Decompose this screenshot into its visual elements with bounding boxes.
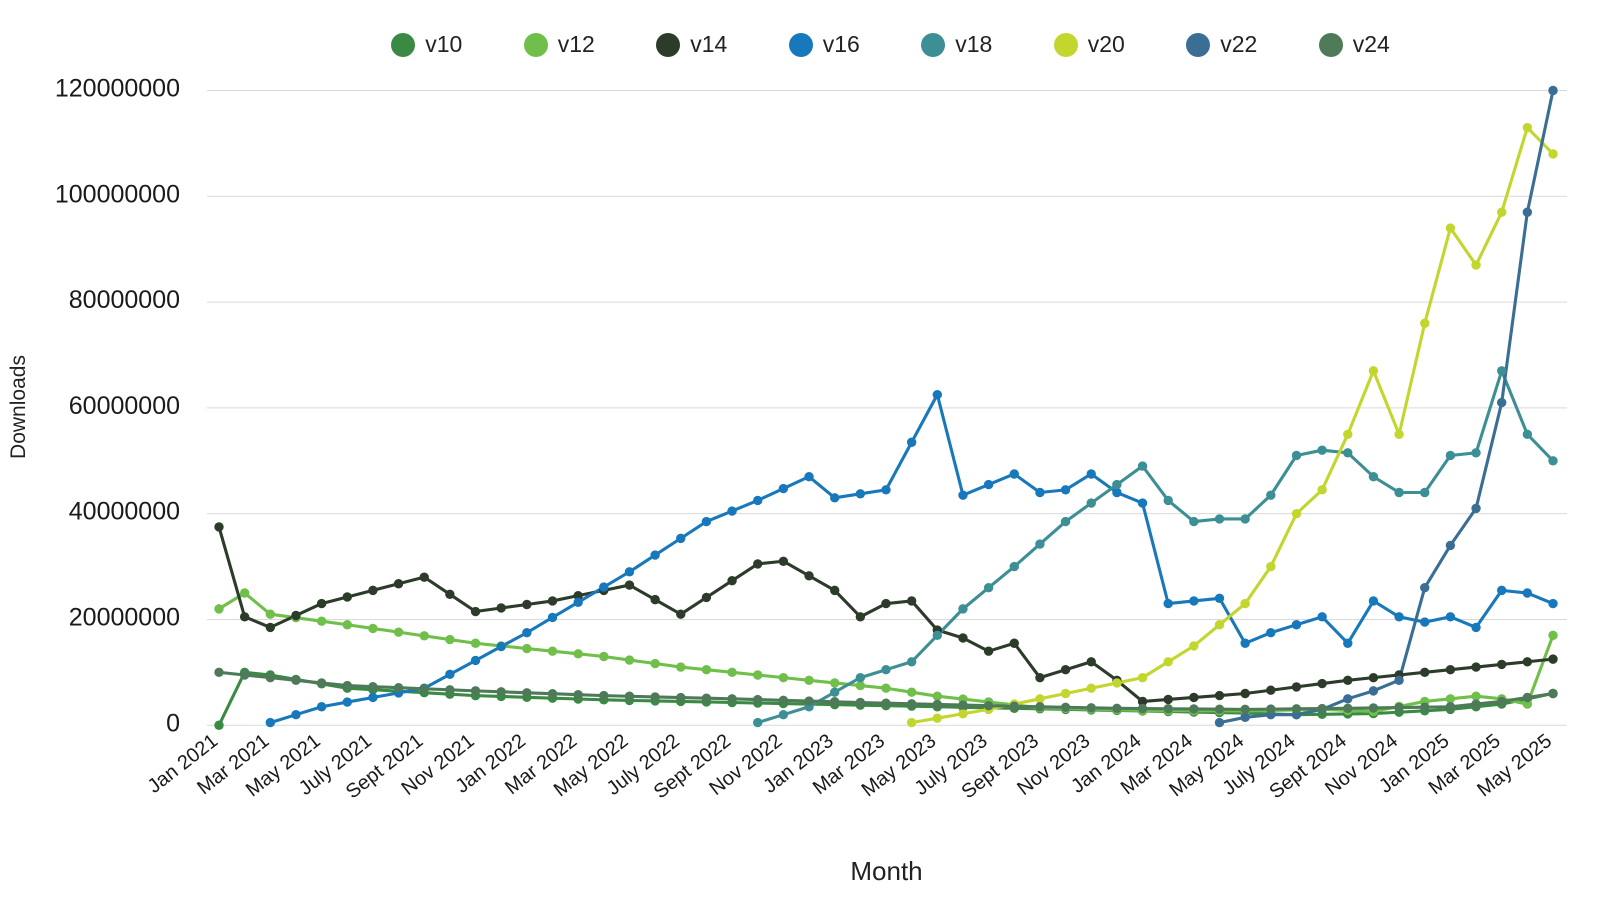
svg-text:40000000: 40000000 (69, 498, 180, 526)
svg-text:120000000: 120000000 (55, 75, 180, 103)
svg-text:100000000: 100000000 (55, 180, 180, 208)
svg-text:20000000: 20000000 (69, 603, 180, 631)
svg-text:80000000: 80000000 (69, 286, 180, 314)
svg-text:0: 0 (166, 709, 180, 737)
svg-text:60000000: 60000000 (69, 392, 180, 420)
